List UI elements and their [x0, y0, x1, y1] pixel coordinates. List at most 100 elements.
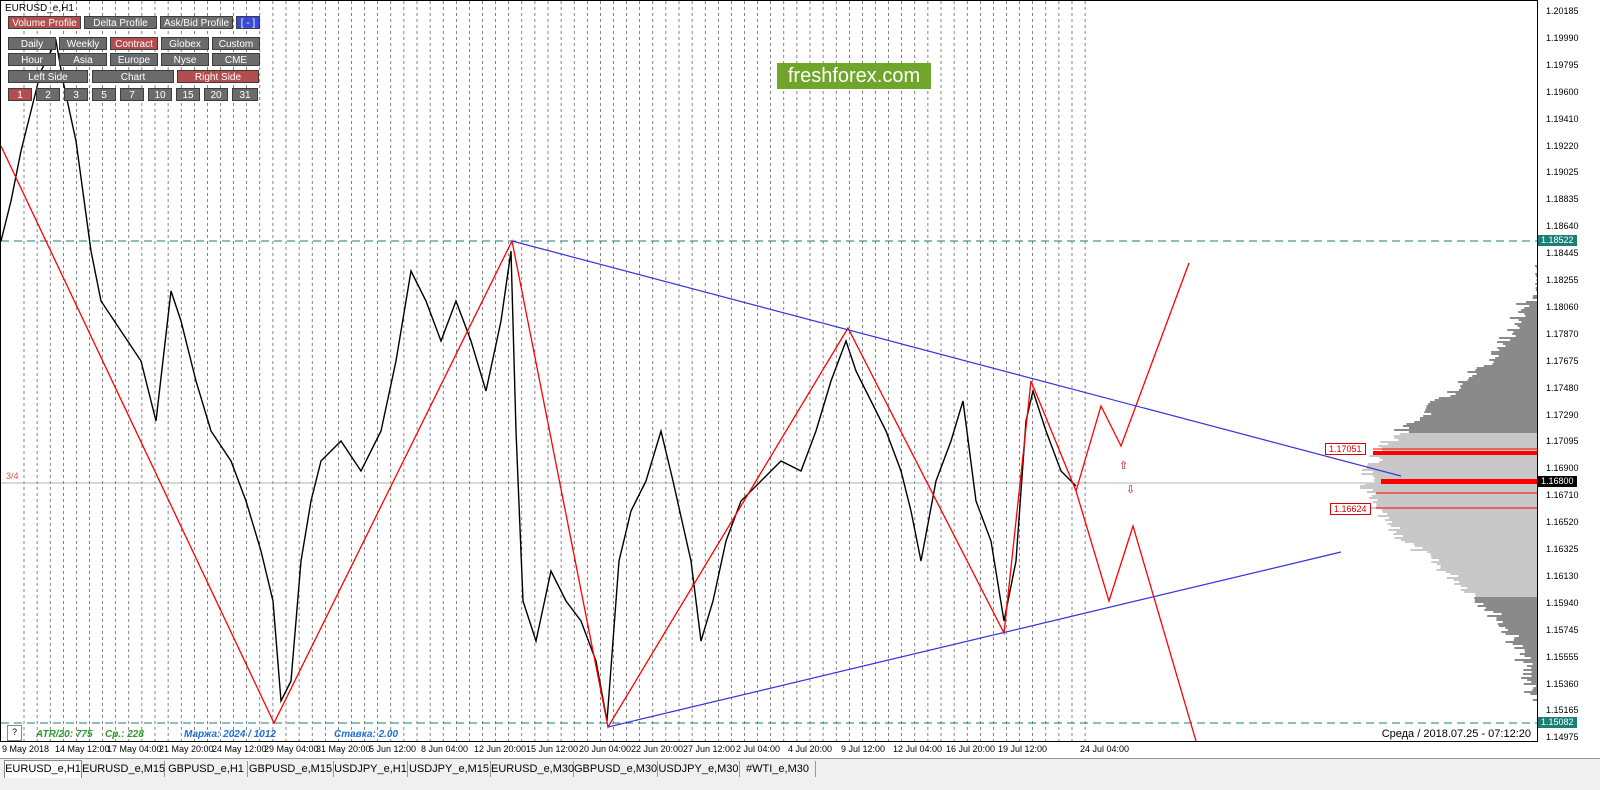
- toolbar-button-contract[interactable]: Contract: [110, 37, 158, 50]
- volume-profile-bar: [1458, 389, 1537, 391]
- toolbar-button-2[interactable]: 2: [36, 88, 60, 101]
- volume-profile-bar: [1360, 485, 1537, 487]
- volume-profile-bar: [1414, 545, 1537, 547]
- volume-profile-bar: [1502, 343, 1537, 345]
- time-tick-label: 5 Jun 12:00: [369, 744, 417, 754]
- toolbar-button-globex[interactable]: Globex: [161, 37, 209, 50]
- toolbar-button-[interactable]: [ - ]: [236, 16, 260, 29]
- volume-profile-bar: [1495, 357, 1537, 359]
- toolbar-button-ask-bid-profile[interactable]: Ask/Bid Profile: [160, 16, 233, 29]
- toolbar-button-daily[interactable]: Daily: [8, 37, 56, 50]
- toolbar-button-7[interactable]: 7: [120, 88, 144, 101]
- volume-profile-bar: [1382, 449, 1537, 451]
- chart-tabs-bar: EURUSD_e,H1 EURUSD_e,M15 GBPUSD_e,H1 GBPUSD…: [0, 758, 1600, 790]
- volume-profile-bar: [1426, 407, 1537, 409]
- toolbar-button-1[interactable]: 1: [8, 88, 32, 101]
- volume-profile-bar: [1372, 471, 1537, 473]
- toolbar-button-europe[interactable]: Europe: [110, 53, 158, 66]
- volume-profile-bar: [1434, 399, 1537, 401]
- volume-profile-bar: [1521, 309, 1537, 311]
- volume-profile-bar: [1392, 521, 1537, 523]
- volume-profile-bar: [1377, 515, 1537, 517]
- volume-profile-bar: [1436, 563, 1537, 565]
- price-axis[interactable]: 1.20185 1.19990 1.19795 1.19600 1.19410 1.192…: [1538, 0, 1600, 742]
- chart-tab-gbpusd-e-m30[interactable]: GBPUSD_e,M30: [574, 761, 658, 777]
- time-tick-label: 12 Jul 04:00: [893, 744, 943, 754]
- volume-profile-bar: [1535, 289, 1537, 291]
- toolbar-button-31[interactable]: 31: [232, 88, 258, 101]
- toolbar-button-3[interactable]: 3: [64, 88, 88, 101]
- atr-readout: ATR/20: 775: [36, 729, 93, 740]
- volume-profile-bar: [1372, 489, 1537, 491]
- time-tick-label: 29 May 04:00: [264, 744, 319, 754]
- toolbar-button-custom[interactable]: Custom: [212, 37, 260, 50]
- volume-profile-bar: [1516, 303, 1537, 305]
- volume-profile-bar: [1431, 561, 1537, 563]
- chart-tab-gbpusd-e-m15[interactable]: GBPUSD_e,M15: [248, 761, 334, 777]
- toolbar-button-hour[interactable]: Hour: [8, 53, 56, 66]
- price-tag: 1.18522: [1538, 235, 1577, 246]
- toolbar-button-15[interactable]: 15: [176, 88, 200, 101]
- volume-profile-bar: [1501, 631, 1537, 633]
- price-tick-label: 1.19410: [1546, 113, 1579, 124]
- toolbar-button-asia[interactable]: Asia: [59, 53, 107, 66]
- time-axis[interactable]: 9 May 2018 14 May 12:00 17 May 04:00 21 May…: [0, 742, 1538, 758]
- price-tick-label: 1.17480: [1546, 382, 1579, 393]
- time-tick-label: 9 Jul 12:00: [841, 744, 886, 754]
- toolbar-button-left-side[interactable]: Left Side: [8, 70, 88, 83]
- volume-profile-bar: [1362, 469, 1537, 471]
- volume-profile-bar: [1373, 501, 1537, 503]
- toolbar-button-volume-profile[interactable]: Volume Profile: [8, 16, 81, 29]
- toolbar-button-5[interactable]: 5: [92, 88, 116, 101]
- level-label-upper: 1.17051: [1325, 443, 1366, 455]
- price-tick-label: 1.17290: [1546, 409, 1579, 420]
- toolbar-button-20[interactable]: 20: [204, 88, 228, 101]
- volume-profile-bar: [1430, 553, 1537, 555]
- chart-tab-eurusd-e-m15[interactable]: EURUSD_e,M15: [82, 761, 166, 777]
- time-tick-label: 24 May 12:00: [212, 744, 267, 754]
- toolbar-button-10[interactable]: 10: [148, 88, 172, 101]
- chart-tab-usdjpy-e-m15[interactable]: USDJPY_e,M15: [408, 761, 491, 777]
- volume-profile-bar: [1517, 325, 1537, 327]
- volume-profile-bar: [1381, 509, 1537, 511]
- volume-profile-bar: [1513, 331, 1537, 333]
- chart-tab-eurusd-e-m30[interactable]: EURUSD_e,M30: [491, 761, 575, 777]
- volume-profile-bar: [1387, 523, 1537, 525]
- toolbar-button-cme[interactable]: CME: [212, 53, 260, 66]
- time-tick-label: 21 May 20:00: [159, 744, 214, 754]
- chart-tab-gbpusd-e-h1[interactable]: GBPUSD_e,H1: [165, 761, 248, 777]
- volume-profile-bar: [1468, 377, 1537, 379]
- volume-profile-bar: [1530, 657, 1537, 659]
- toolbar-button-chart[interactable]: Chart: [92, 70, 174, 83]
- volume-profile-bar: [1440, 567, 1537, 569]
- volume-profile-bar: [1475, 595, 1537, 597]
- toolbar-button-right-side[interactable]: Right Side: [177, 70, 259, 83]
- volume-profile-bar: [1462, 383, 1537, 385]
- chart-tab-eurusd-e-h1[interactable]: EURUSD_e,H1: [4, 760, 82, 778]
- help-button[interactable]: ?: [7, 725, 22, 741]
- time-tick-label: 16 Jul 20:00: [946, 744, 996, 754]
- chart-tab-usdjpy-e-h1[interactable]: USDJPY_e,H1: [334, 761, 408, 777]
- volume-profile-bar: [1535, 275, 1537, 277]
- volume-profile-bar: [1394, 437, 1537, 439]
- volume-profile-bar: [1371, 495, 1537, 497]
- volume-profile-bar: [1378, 461, 1537, 463]
- price-tick-label: 1.18835: [1546, 194, 1579, 205]
- toolbar-button-delta-profile[interactable]: Delta Profile: [84, 16, 157, 29]
- margin-readout: Маржа: 2024 / 1012: [184, 729, 276, 740]
- toolbar-button-weekly[interactable]: Weekly: [59, 37, 107, 50]
- volume-profile-bar: [1406, 423, 1537, 425]
- volume-profile-bar: [1493, 361, 1537, 363]
- toolbar-button-nyse[interactable]: Nyse: [161, 53, 209, 66]
- price-chart[interactable]: [1, 1, 1538, 742]
- volume-profile-bar: [1529, 305, 1537, 307]
- chart-tab-wti-e-m30[interactable]: #WTI_e,M30: [740, 761, 816, 777]
- volume-profile-bar: [1522, 645, 1537, 647]
- volume-profile-bar: [1532, 297, 1537, 299]
- upper-trend-line: [511, 240, 1402, 477]
- chart-area[interactable]: EURUSD_e,H1 freshforex.com 3/4 ⇧ ⇩ 1.170…: [0, 0, 1538, 742]
- time-tick-label: 9 May 2018: [2, 744, 50, 754]
- chart-tab-usdjpy-e-m30[interactable]: USDJPY_e,M30: [658, 761, 740, 777]
- volume-profile-bar: [1532, 699, 1537, 701]
- lower-trend-line: [607, 551, 1342, 728]
